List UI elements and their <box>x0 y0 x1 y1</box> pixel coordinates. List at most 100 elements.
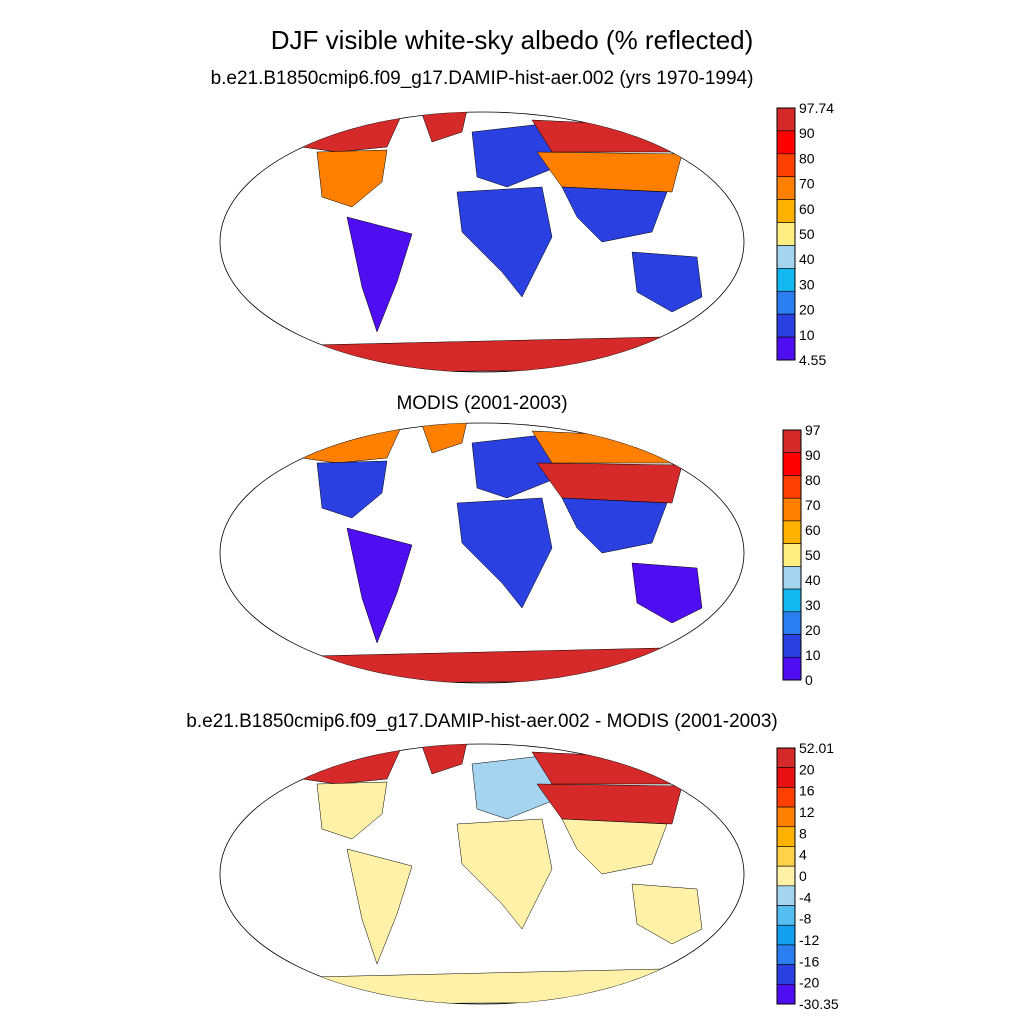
region-africa <box>456 497 553 609</box>
colorbar-swatch <box>782 656 802 681</box>
region-australia <box>631 251 703 313</box>
colorbar-label: -4 <box>799 889 812 905</box>
colorbar-swatch <box>776 268 796 292</box>
colorbar-label: 97 <box>805 422 821 438</box>
colorbar-label: 40 <box>805 572 821 588</box>
colorbar-swatch <box>782 543 802 567</box>
panel-title: MODIS (2001-2003) <box>396 393 567 414</box>
colorbar-swatch <box>776 107 796 132</box>
region-greenland <box>421 423 468 454</box>
colorbar: 97 90 80 70 60 50 40 30 20 10 0 <box>782 422 821 688</box>
colorbar-swatch <box>782 429 802 454</box>
colorbar-label: 12 <box>799 804 815 820</box>
colorbar-swatch <box>782 634 802 658</box>
colorbar-swatch <box>776 806 796 828</box>
colorbar-label: 20 <box>799 302 815 318</box>
colorbar-label: 50 <box>799 226 815 242</box>
colorbar-label: 40 <box>799 251 815 267</box>
colorbar-swatch <box>776 222 796 246</box>
map-panel-1: b.e21.B1850cmip6.f09_g17.DAMIP-hist-aer.… <box>211 68 834 373</box>
colorbar-label: 20 <box>799 761 815 777</box>
colorbar-label: 97.74 <box>799 100 834 116</box>
colorbar-outline <box>782 429 802 681</box>
region-north-america-mid-latitude <box>316 781 388 840</box>
colorbar-swatch <box>782 452 802 476</box>
region-north-america-mid-latitude <box>316 460 388 519</box>
colorbar-label: 70 <box>805 497 821 513</box>
region-europe <box>471 434 558 499</box>
colorbar-swatch <box>782 520 802 544</box>
region-central-asia <box>536 462 683 504</box>
panels: b.e21.B1850cmip6.f09_g17.DAMIP-hist-aer.… <box>186 68 839 1012</box>
colorbar-outline <box>776 747 796 1005</box>
colorbar-label: 52.01 <box>799 740 834 756</box>
region-europe <box>471 755 558 820</box>
colorbar-swatch <box>776 153 796 178</box>
region-south-asia <box>561 818 668 875</box>
colorbar-swatch <box>776 885 796 906</box>
colorbar-label: 0 <box>805 672 813 688</box>
land-regions <box>286 744 703 1004</box>
land-regions <box>286 112 703 372</box>
region-south-america <box>346 527 413 644</box>
colorbar-swatch <box>776 924 796 946</box>
region-central-asia <box>536 783 683 825</box>
colorbar-swatch <box>776 747 796 768</box>
colorbar-swatch <box>782 497 802 522</box>
region-north-america-mid-latitude <box>316 149 388 208</box>
colorbar-label: -16 <box>799 953 819 969</box>
colorbar-label: 30 <box>799 276 815 292</box>
colorbar-label: 70 <box>799 176 815 192</box>
colorbar-swatch <box>776 130 796 155</box>
colorbar-label: -20 <box>799 975 819 991</box>
figure-title: DJF visible white-sky albedo (% reflecte… <box>271 25 754 55</box>
colorbar-label: 0 <box>799 868 807 884</box>
colorbar-swatch <box>776 865 796 887</box>
colorbar-label: 90 <box>799 125 815 141</box>
region-siberia <box>531 751 688 785</box>
colorbar-outline <box>776 107 796 361</box>
colorbar-label: 30 <box>805 597 821 613</box>
colorbar-label: -30.35 <box>799 996 839 1012</box>
colorbar-swatch <box>776 176 796 200</box>
colorbar-label: 4.55 <box>799 352 826 368</box>
colorbar-label: 60 <box>805 522 821 538</box>
colorbar-swatch <box>776 313 796 338</box>
colorbar-swatch <box>782 611 802 635</box>
colorbar-label: 4 <box>799 847 807 863</box>
colorbar-swatch <box>776 964 796 985</box>
map-panel-2: MODIS (2001-2003) 97 90 80 70 60 50 40 30 20 10 0 <box>219 393 821 688</box>
colorbar-swatch <box>782 566 802 590</box>
colorbar-swatch <box>776 336 796 361</box>
colorbar-label: 60 <box>799 201 815 217</box>
region-central-asia <box>536 151 683 193</box>
colorbar-label: 50 <box>805 547 821 563</box>
colorbar-label: 10 <box>805 647 821 663</box>
colorbar-swatch <box>776 245 796 269</box>
map-panel-3: b.e21.B1850cmip6.f09_g17.DAMIP-hist-aer.… <box>186 711 839 1012</box>
colorbar-swatch <box>776 826 796 847</box>
panel-title: b.e21.B1850cmip6.f09_g17.DAMIP-hist-aer.… <box>211 68 754 89</box>
panel-title: b.e21.B1850cmip6.f09_g17.DAMIP-hist-aer.… <box>186 711 777 732</box>
colorbar: 97.74 90 80 70 60 50 40 30 20 10 4.55 <box>776 100 834 368</box>
colorbar-label: 20 <box>805 622 821 638</box>
region-south-asia <box>561 497 668 554</box>
region-africa <box>456 818 553 930</box>
region-greenland <box>421 744 468 775</box>
colorbar-swatch <box>776 767 796 788</box>
colorbar-label: 90 <box>805 447 821 463</box>
colorbar-swatch <box>776 199 796 223</box>
colorbar-swatch <box>776 290 796 315</box>
region-siberia <box>531 119 688 153</box>
colorbar-label: -8 <box>799 911 812 927</box>
colorbar-label: 8 <box>799 825 807 841</box>
region-australia <box>631 562 703 624</box>
colorbar-swatch <box>776 846 796 867</box>
colorbar-swatch <box>776 984 796 1005</box>
region-africa <box>456 186 553 298</box>
region-siberia <box>531 430 688 464</box>
colorbar-label: 16 <box>799 783 815 799</box>
colorbar: 52.01 20 16 12 8 4 0 -4 -8 -12 -16 -20 -30.35 <box>776 740 839 1012</box>
colorbar-label: 80 <box>805 472 821 488</box>
